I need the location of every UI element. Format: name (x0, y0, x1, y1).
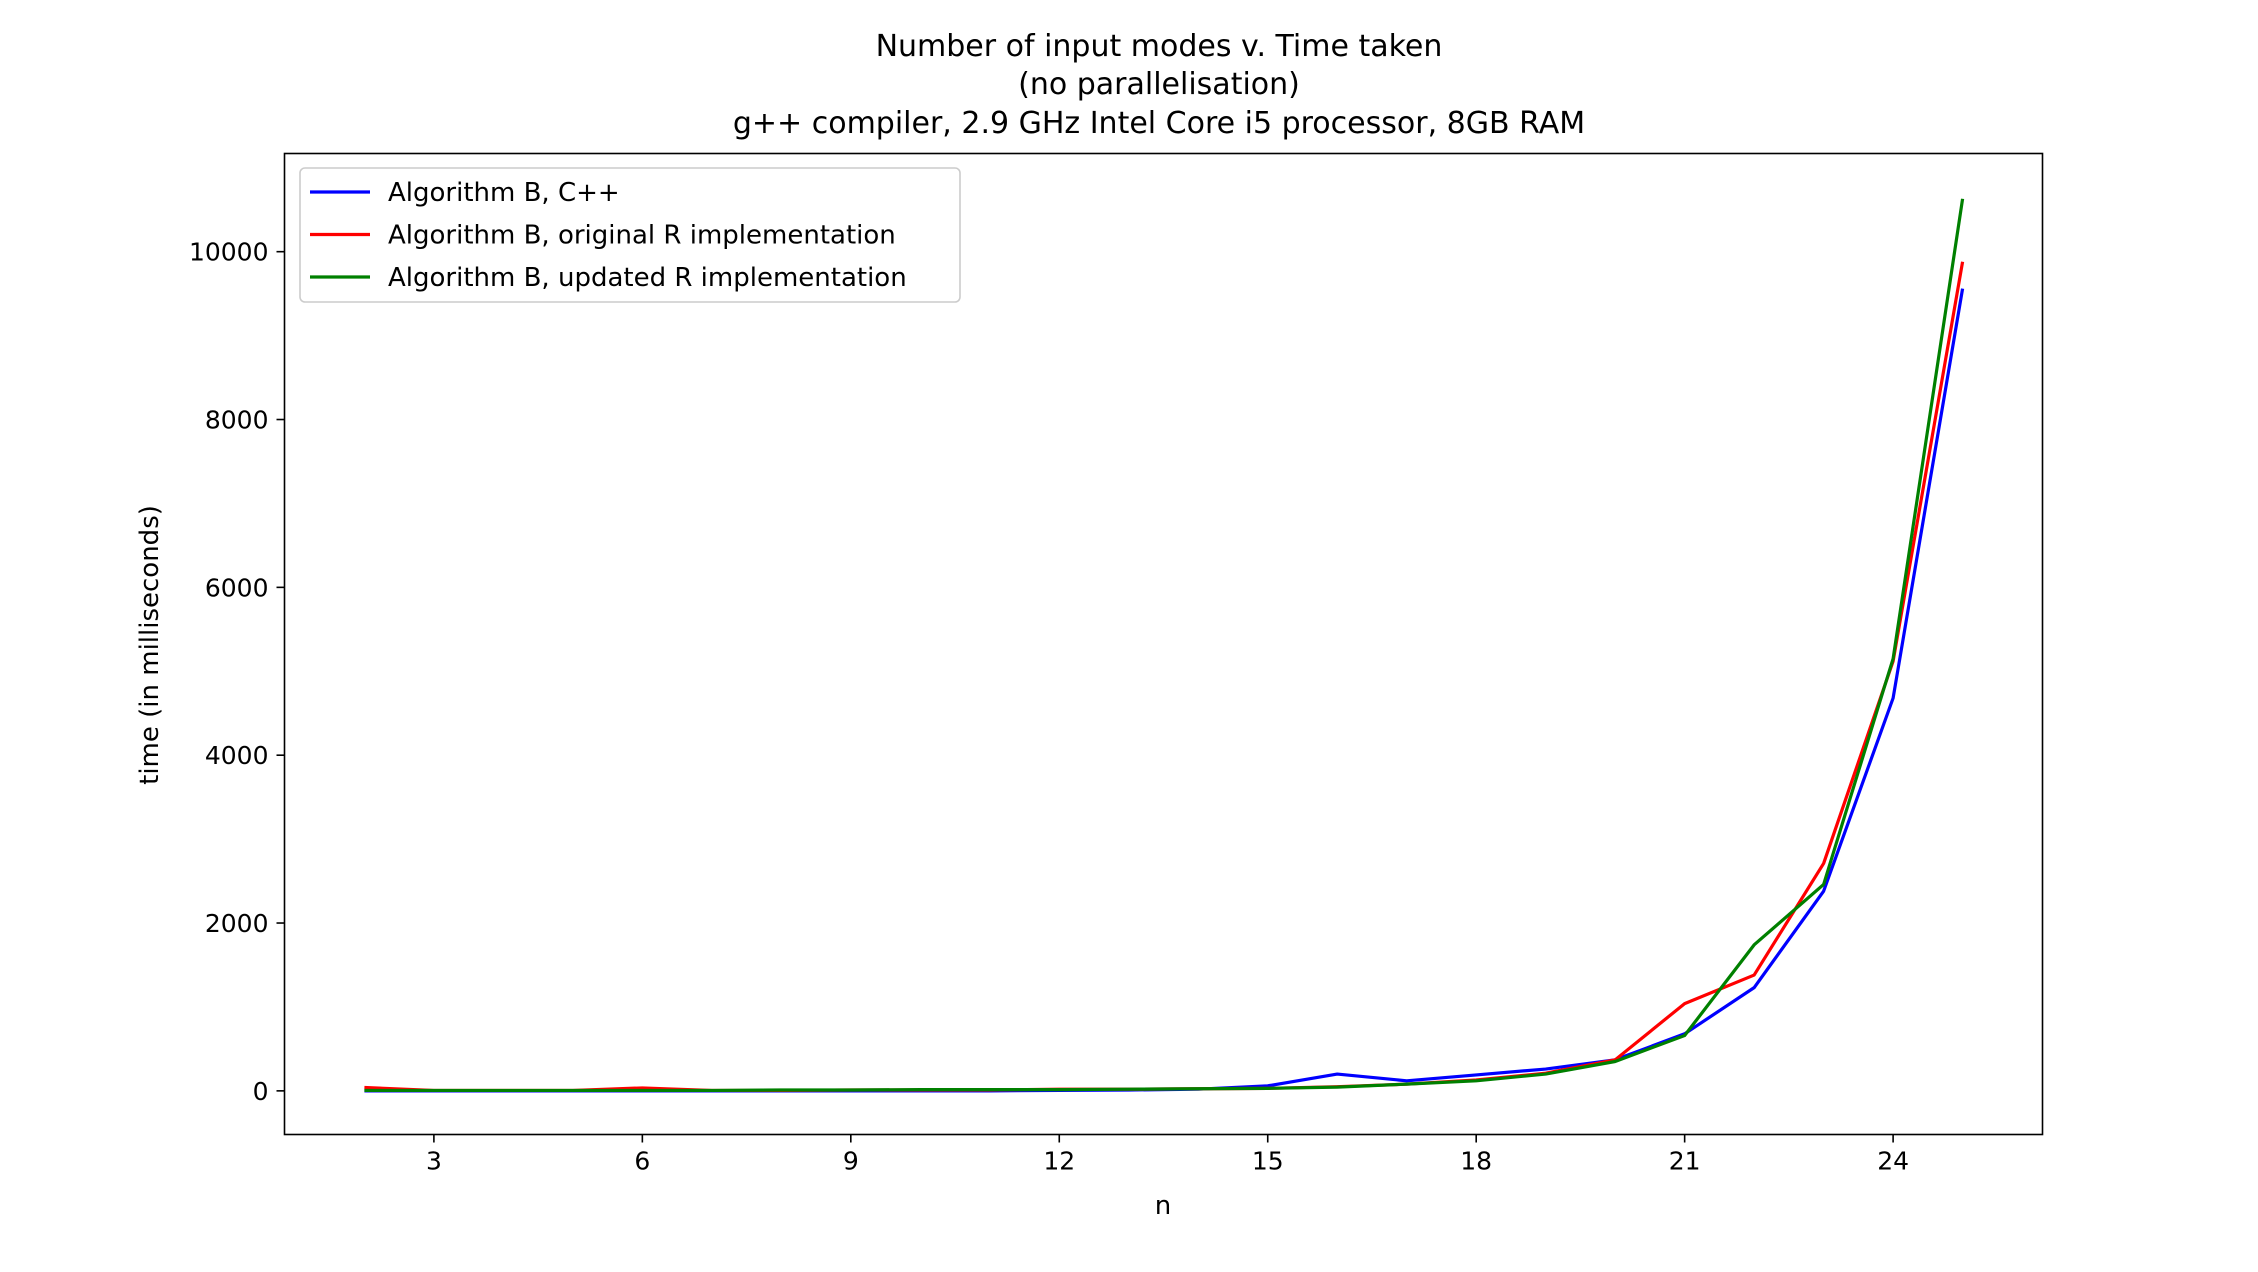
series-line-3 (364, 198, 1965, 1093)
x-tick-label-3: 3 (426, 1147, 442, 1176)
chart-title-line-1: Number of input modes v. Time taken (876, 29, 1443, 64)
y-tick-label-4000: 4000 (205, 741, 269, 770)
x-axis-label: n (1155, 1191, 1171, 1221)
chart-title-line-3: g++ compiler, 2.9 GHz Intel Core i5 proc… (733, 106, 1585, 141)
chart-title-line-2: (no parallelisation) (1018, 67, 1300, 102)
x-tick-label-6: 6 (634, 1147, 650, 1176)
plot-area-frame (283, 152, 2044, 1136)
x-tick-label-9: 9 (843, 1147, 859, 1176)
y-tick-label-0: 0 (253, 1077, 269, 1106)
legend-label-3: Algorithm B, updated R implementation (388, 263, 907, 293)
legend-label-1: Algorithm B, C++ (388, 178, 620, 208)
y-axis: 0 2000 4000 6000 8000 10000 (189, 238, 285, 1106)
legend: Algorithm B, C++ Algorithm B, original R … (299, 167, 961, 303)
chart-title: Number of input modes v. Time taken (no … (733, 29, 1585, 141)
y-axis-label: time (in milliseconds) (135, 505, 165, 785)
y-tick-label-10000: 10000 (189, 238, 269, 267)
x-tick-label-15: 15 (1252, 1147, 1284, 1176)
y-tick-label-8000: 8000 (205, 406, 269, 435)
x-tick-label-18: 18 (1460, 1147, 1492, 1176)
series-layer (364, 198, 1965, 1093)
legend-box (299, 167, 961, 303)
y-tick-label-2000: 2000 (205, 909, 269, 938)
x-tick-label-24: 24 (1877, 1147, 1909, 1176)
y-tick-label-6000: 6000 (205, 573, 269, 602)
legend-label-2: Algorithm B, original R implementation (388, 221, 896, 251)
x-tick-label-21: 21 (1669, 1147, 1701, 1176)
x-axis: 3 6 9 12 15 18 21 24 (426, 1134, 1909, 1176)
x-tick-label-12: 12 (1043, 1147, 1075, 1176)
